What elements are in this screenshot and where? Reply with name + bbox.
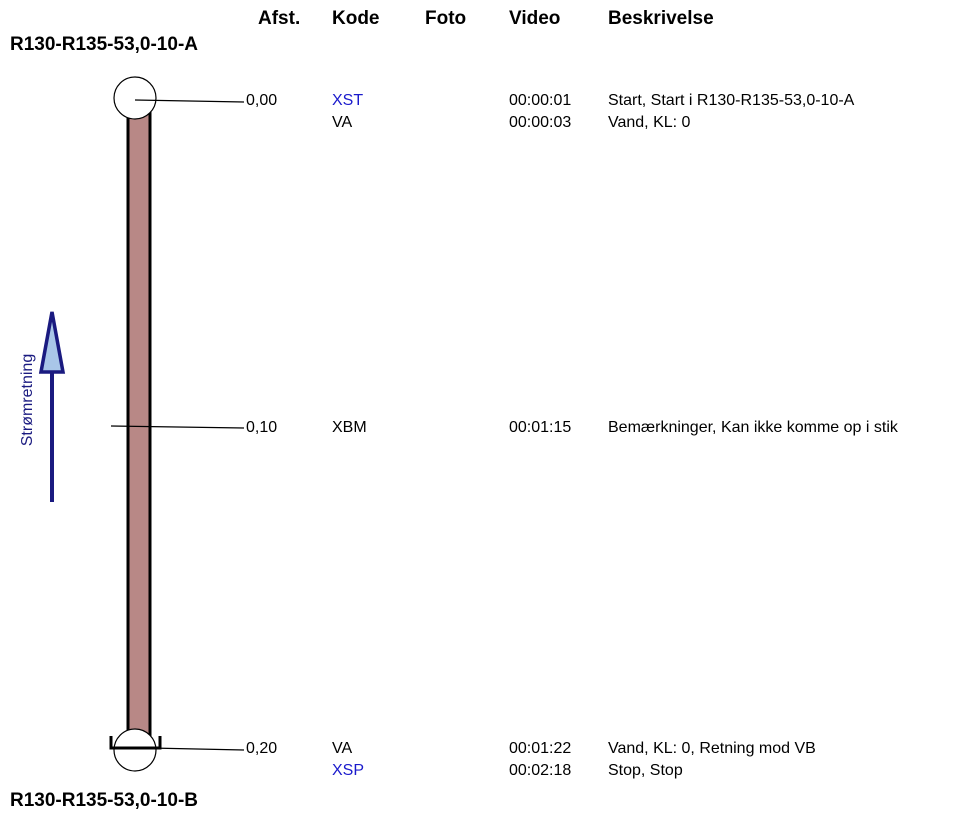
distance-1: 0,10	[246, 419, 278, 436]
row-video: 00:00:01	[509, 92, 572, 109]
distance-0: 0,00	[246, 92, 278, 109]
end-manhole	[113, 728, 157, 772]
row-code: VA	[332, 740, 353, 757]
row-video: 00:01:15	[509, 419, 572, 436]
start-node-label: R130-R135-53,0-10-A	[10, 34, 198, 55]
leader-line-2	[149, 747, 245, 751]
flow-arrow-icon	[38, 311, 66, 502]
row-description: Vand, KL: 0	[608, 114, 691, 131]
header-video: Video	[509, 8, 561, 29]
header-distance: Afst.	[258, 8, 301, 29]
end-node-label: R130-R135-53,0-10-B	[10, 790, 198, 811]
distance-2: 0,20	[246, 740, 278, 757]
row-code: XBM	[332, 419, 367, 436]
row-code: VA	[332, 114, 353, 131]
header-photo: Foto	[425, 8, 467, 29]
row-video: 00:00:03	[509, 114, 572, 131]
header-code: Kode	[332, 8, 380, 29]
leader-line-1	[110, 425, 245, 429]
row-description: Start, Start i R130-R135-53,0-10-A	[608, 92, 855, 109]
row-video: 00:02:18	[509, 762, 572, 779]
row-description: Stop, Stop	[608, 762, 683, 779]
flow-direction-label: Strømretning	[19, 353, 36, 447]
row-description: Vand, KL: 0, Retning mod VB	[608, 740, 816, 757]
end-cap-bracket	[109, 736, 162, 750]
leader-line-0	[134, 99, 245, 103]
row-video: 00:01:22	[509, 740, 572, 757]
start-manhole	[113, 76, 157, 120]
row-description: Bemærkninger, Kan ikke komme op i stik	[608, 419, 898, 436]
row-code[interactable]: XSP	[332, 762, 365, 779]
header-description: Beskrivelse	[608, 8, 714, 29]
pipe	[126, 108, 152, 752]
row-code[interactable]: XST	[332, 92, 364, 109]
